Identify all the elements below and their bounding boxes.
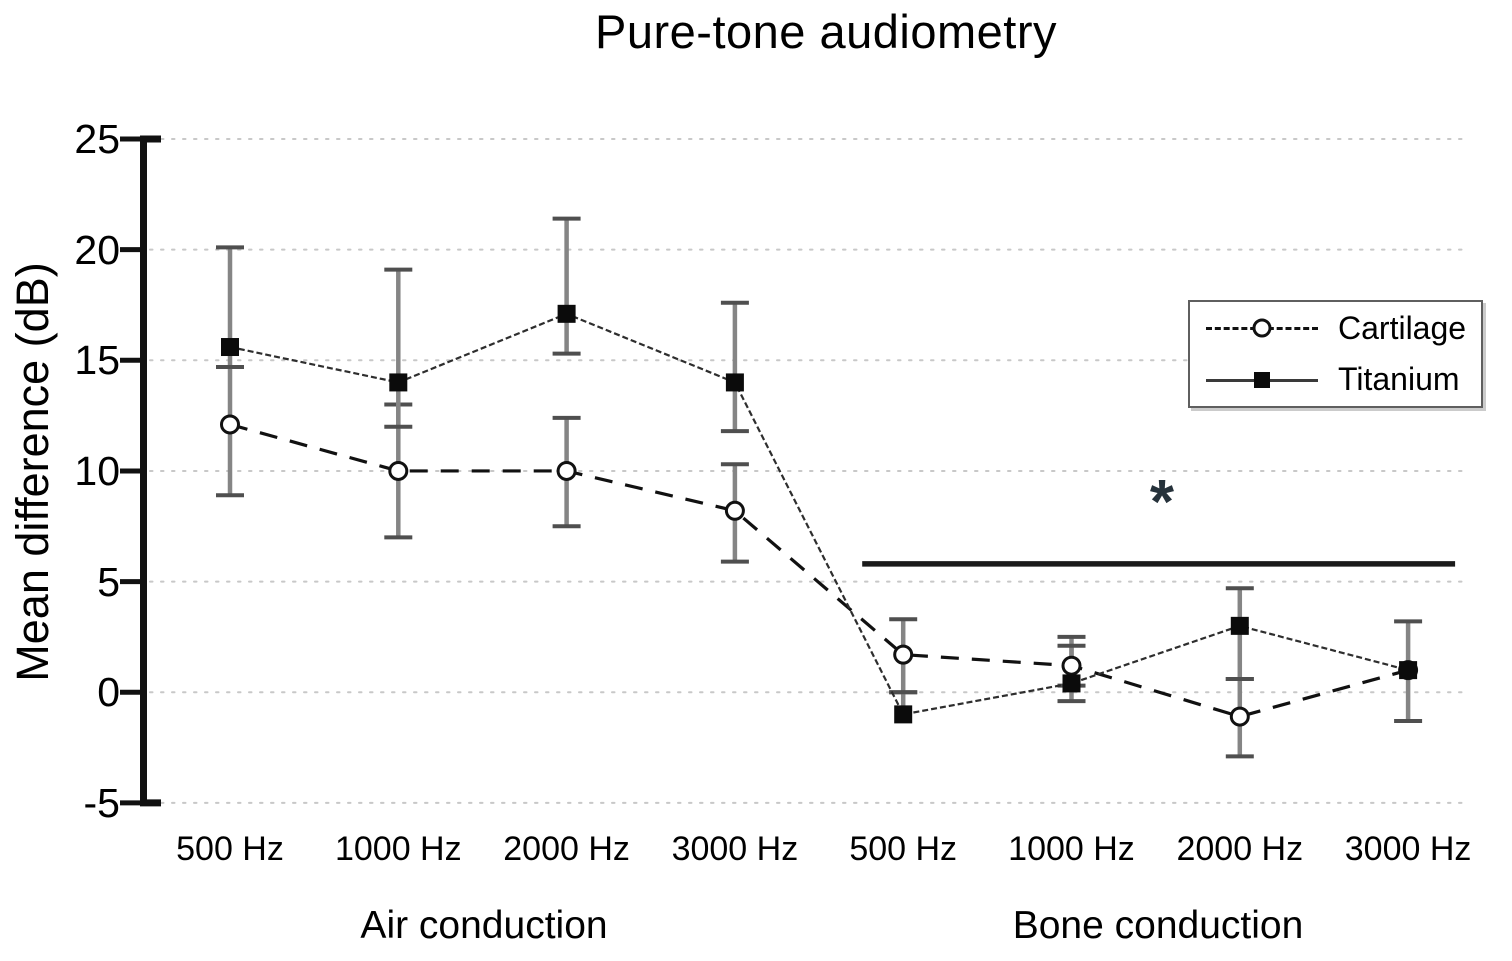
x-tick-label: 500 Hz xyxy=(849,830,958,868)
significance-asterisk: * xyxy=(1149,468,1175,537)
marker-cartilage xyxy=(724,500,745,521)
group-label-bone-conduction: Bone conduction xyxy=(1012,904,1304,947)
y-axis-line xyxy=(140,135,161,807)
y-tick-label: -5 xyxy=(83,779,120,826)
y-tick-label: 25 xyxy=(74,116,120,162)
marker-cartilage xyxy=(220,414,240,435)
series-line-titanium xyxy=(229,312,1409,716)
y-tick-label: 0 xyxy=(97,669,120,716)
legend-item-cartilage: Cartilage xyxy=(1190,303,1481,353)
marker-cartilage xyxy=(1229,706,1250,727)
marker-titanium xyxy=(221,338,239,357)
marker-titanium xyxy=(725,373,744,392)
marker-titanium xyxy=(1399,661,1418,680)
x-tick-label: 1000 Hz xyxy=(334,830,462,868)
marker-cartilage xyxy=(556,460,577,481)
marker-cartilage xyxy=(893,644,914,665)
marker-cartilage xyxy=(388,460,409,481)
x-tick-label: 3000 Hz xyxy=(671,830,799,868)
group-label-air-conduction: Air conduction xyxy=(360,904,608,947)
x-tick-label: 3000 Hz xyxy=(1344,830,1472,868)
marker-titanium xyxy=(557,304,576,323)
x-tick-label: 500 Hz xyxy=(176,830,284,868)
legend: Cartilage Titanium xyxy=(1188,300,1483,408)
titanium-line-sample xyxy=(1206,370,1318,390)
x-tick-label: 1000 Hz xyxy=(1008,830,1135,868)
marker-titanium xyxy=(1062,674,1081,693)
x-tick-label: 2000 Hz xyxy=(503,830,630,868)
marker-titanium xyxy=(894,705,913,724)
x-tick-label: 2000 Hz xyxy=(1176,830,1304,868)
filled-square-marker-icon xyxy=(1254,371,1270,388)
legend-item-titanium: Titanium xyxy=(1190,355,1481,405)
chart-title: Pure-tone audiometry xyxy=(595,5,1057,58)
series-line-cartilage xyxy=(229,422,1409,719)
cartilage-line-sample xyxy=(1206,318,1318,338)
marker-titanium xyxy=(1230,616,1249,635)
open-circle-marker-icon xyxy=(1252,318,1272,338)
y-tick-label: 20 xyxy=(74,226,120,273)
legend-label: Titanium xyxy=(1338,361,1460,398)
y-tick-label: 15 xyxy=(74,337,120,384)
marker-cartilage xyxy=(1061,655,1082,676)
y-tick-label: 10 xyxy=(74,447,120,494)
marker-titanium xyxy=(389,373,408,392)
legend-label: Cartilage xyxy=(1338,309,1467,346)
y-tick-label: 5 xyxy=(97,558,120,605)
